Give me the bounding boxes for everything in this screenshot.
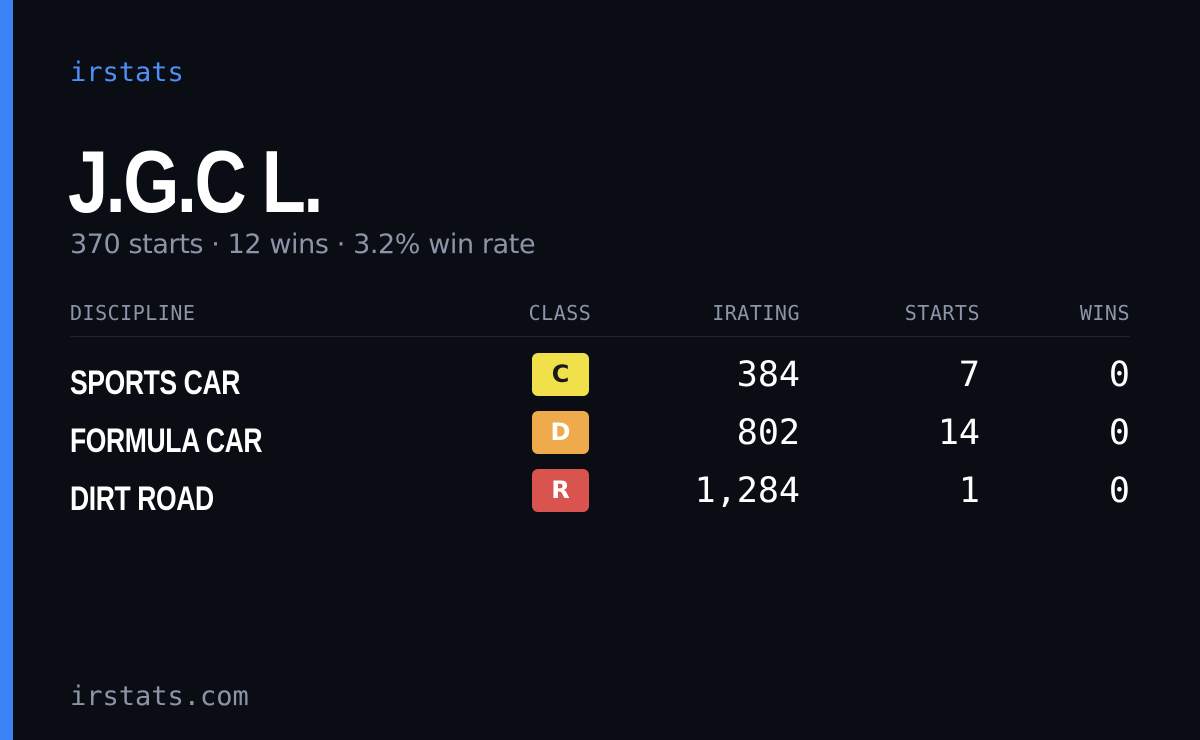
- class-badge: C: [532, 353, 589, 396]
- header-irating: IRATING: [712, 301, 800, 325]
- starts-value: 7: [958, 355, 980, 395]
- class-badge: R: [532, 469, 589, 512]
- footer-url-link[interactable]: irstats.com: [70, 681, 249, 712]
- table-header: DISCIPLINE CLASS IRATING STARTS WINS: [70, 296, 1130, 337]
- discipline-label: FORMULA CAR: [70, 422, 263, 460]
- irating-value: 1,284: [694, 471, 800, 511]
- header-wins: WINS: [1079, 301, 1130, 325]
- header-class: CLASS: [528, 301, 592, 325]
- starts-value: 1: [958, 471, 980, 511]
- irating-value: 802: [736, 413, 800, 453]
- table-row: DIRT ROAD R 1,284 1 0: [70, 469, 1130, 527]
- table-row: FORMULA CAR D 802 14 0: [70, 411, 1130, 469]
- wins-value: 0: [1108, 355, 1130, 395]
- accent-bar: [0, 0, 13, 740]
- stats-table: DISCIPLINE CLASS IRATING STARTS WINS SPO…: [70, 296, 1130, 527]
- driver-summary: 370 starts · 12 wins · 3.2% win rate: [70, 229, 536, 260]
- table-body: SPORTS CAR C 384 7 0 FORMULA CAR D 802 1…: [70, 353, 1130, 527]
- irating-value: 384: [736, 355, 800, 395]
- table-row: SPORTS CAR C 384 7 0: [70, 353, 1130, 411]
- wins-value: 0: [1108, 471, 1130, 511]
- brand-logo-text[interactable]: irstats: [70, 57, 184, 88]
- driver-name: J.G.C L.: [68, 132, 323, 231]
- starts-value: 14: [937, 413, 980, 453]
- discipline-label: SPORTS CAR: [70, 364, 240, 402]
- header-discipline: DISCIPLINE: [70, 301, 196, 325]
- class-badge: D: [532, 411, 589, 454]
- discipline-label: DIRT ROAD: [70, 480, 214, 518]
- wins-value: 0: [1108, 413, 1130, 453]
- header-starts: STARTS: [904, 301, 980, 325]
